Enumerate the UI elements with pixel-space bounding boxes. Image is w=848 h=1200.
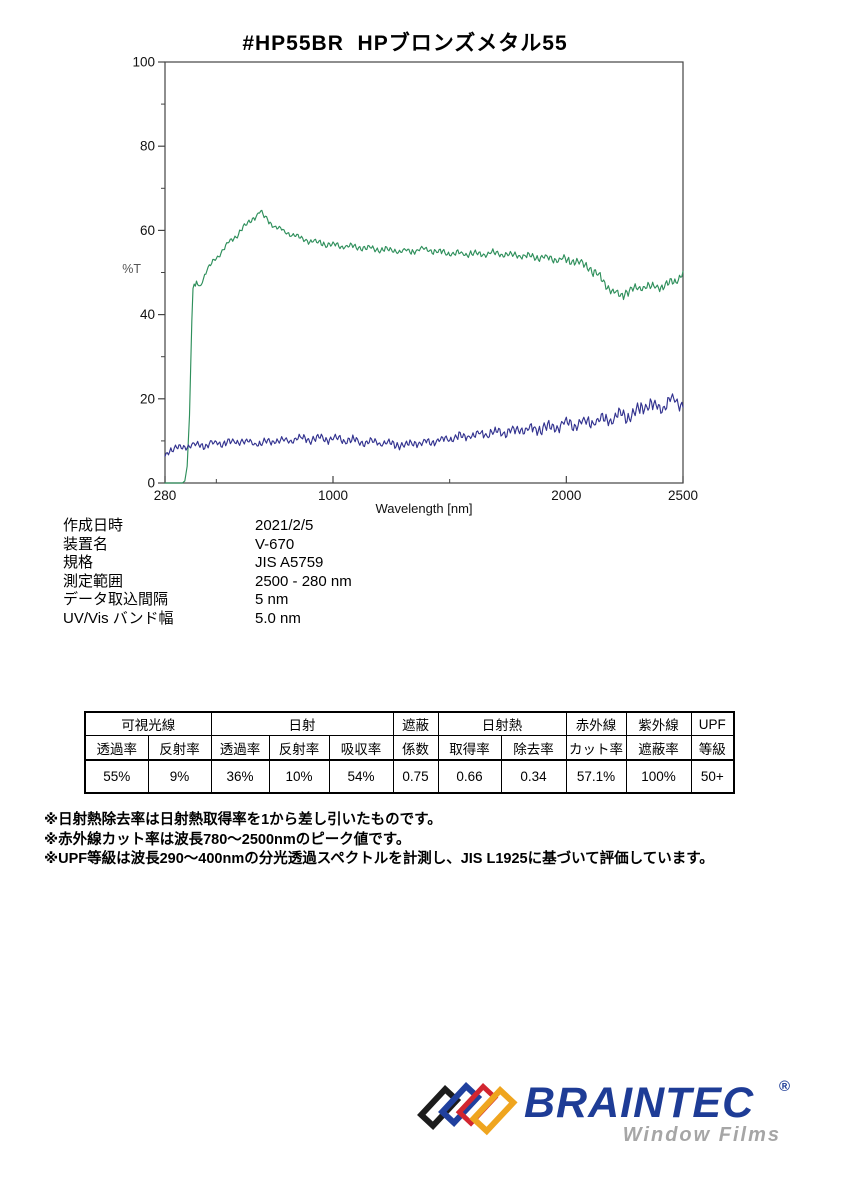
y-tick-label: 60 — [140, 223, 155, 238]
table-subheader: 遮蔽率 — [625, 735, 692, 761]
metadata-row: データ取込間隔 5 nm — [63, 591, 352, 610]
x-tick-label: 2000 — [551, 488, 581, 503]
metadata-value: 2500 - 280 nm — [255, 572, 352, 590]
metadata-label: UV/Vis バンド幅 — [63, 609, 174, 627]
metadata-row: 規格 JIS A5759 — [63, 554, 352, 573]
table-group-header: 日射 — [210, 711, 394, 736]
y-tick-label: 80 — [140, 139, 155, 154]
series-transmittance-line — [164, 209, 684, 484]
table-subheader-row: 透過率 反射率 透過率 反射率 吸収率 係数 取得率 除去率 カット率 遮蔽率 … — [84, 735, 735, 761]
table-group-header: 赤外線 — [565, 711, 627, 736]
table-value: 50+ — [690, 759, 735, 794]
table-value: 0.34 — [500, 759, 567, 794]
metadata-row: 装置名 V-670 — [63, 536, 352, 555]
table-value: 36% — [210, 759, 270, 794]
table-value-row: 55% 9% 36% 10% 54% 0.75 0.66 0.34 57.1% … — [84, 759, 735, 794]
table-group-header: 遮蔽 — [392, 711, 439, 736]
table-subheader: 等級 — [690, 735, 735, 761]
table-group-header: UPF — [690, 711, 735, 736]
metadata-row: UV/Vis バンド幅 5.0 nm — [63, 610, 352, 629]
table-subheader: 吸収率 — [328, 735, 394, 761]
metadata-row: 作成日時 2021/2/5 — [63, 517, 352, 536]
x-tick-label: 1000 — [318, 488, 348, 503]
table-subheader: 透過率 — [84, 735, 149, 761]
footnotes: ※日射熱除去率は日射熱取得率を1から差し引いたものです。 ※赤外線カット率は波長… — [44, 811, 714, 870]
metadata-label: 規格 — [63, 554, 94, 572]
table-subheader: 反射率 — [147, 735, 212, 761]
table-subheader: 係数 — [392, 735, 439, 761]
brand-wordmark: BRAINTEC — [524, 1079, 755, 1127]
series-reflectance-line — [164, 393, 684, 457]
metadata-label: 測定範囲 — [63, 572, 124, 590]
metadata-value: V-670 — [255, 535, 295, 553]
brand-tagline: Window Films — [622, 1124, 781, 1146]
measurement-info: 作成日時 2021/2/5 装置名 V-670 規格 JIS A5759 測定範… — [63, 517, 352, 629]
x-axis-label: Wavelength [nm] — [375, 501, 472, 516]
table-subheader: 取得率 — [437, 735, 502, 761]
table-subheader: カット率 — [565, 735, 627, 761]
metadata-row: 測定範囲 2500 - 280 nm — [63, 573, 352, 592]
note-line: ※赤外線カット率は波長780～2500nmのピーク値です。 — [44, 831, 411, 848]
table-value: 54% — [328, 759, 394, 794]
table-subheader: 透過率 — [210, 735, 270, 761]
metadata-value: 5.0 nm — [255, 609, 301, 627]
y-tick-label: 20 — [140, 391, 155, 406]
table-value: 10% — [268, 759, 330, 794]
y-axis-label: %T — [122, 262, 141, 276]
table-group-header-row: 可視光線 日射 遮蔽 日射熱 赤外線 紫外線 UPF — [84, 711, 735, 736]
metadata-value: 2021/2/5 — [255, 517, 314, 534]
table-value: 0.75 — [392, 759, 439, 794]
table-value: 9% — [147, 759, 212, 794]
note-line: ※日射熱除去率は日射熱取得率を1から差し引いたものです。 — [44, 812, 442, 828]
registered-mark: ® — [779, 1078, 791, 1095]
metadata-label: 装置名 — [63, 535, 109, 553]
table-subheader: 反射率 — [268, 735, 330, 761]
metadata-value: 5 nm — [255, 591, 289, 609]
results-table: 可視光線 日射 遮蔽 日射熱 赤外線 紫外線 UPF 透過率 反射率 透過率 反… — [84, 711, 736, 794]
y-tick-label: 0 — [147, 476, 155, 491]
table-value: 55% — [84, 759, 149, 794]
spectral-chart: 0 20 40 60 80 100 280 1000 2000 2500 %T Wavelength … — [122, 55, 698, 517]
table-group-header: 日射熱 — [437, 711, 567, 736]
table-subheader: 除去率 — [500, 735, 567, 761]
x-tick-label: 2500 — [668, 488, 698, 503]
x-tick-label: 280 — [154, 488, 177, 503]
y-tick-label: 100 — [132, 55, 155, 70]
metadata-label: データ取込間隔 — [63, 591, 169, 609]
metadata-value: JIS A5759 — [255, 554, 324, 572]
note-line: ※UPF等級は波長290～400nmの分光透過スペクトルを計測し、JIS L19… — [44, 851, 714, 867]
metadata-label: 作成日時 — [63, 517, 124, 534]
table-group-header: 紫外線 — [625, 711, 692, 736]
table-value: 100% — [625, 759, 692, 794]
page-title: #HP55BR HPブロンズメタル55 — [242, 32, 568, 55]
table-value: 57.1% — [565, 759, 627, 794]
table-group-header: 可視光線 — [84, 711, 212, 736]
y-tick-label: 40 — [140, 307, 155, 322]
table-value: 0.66 — [437, 759, 502, 794]
